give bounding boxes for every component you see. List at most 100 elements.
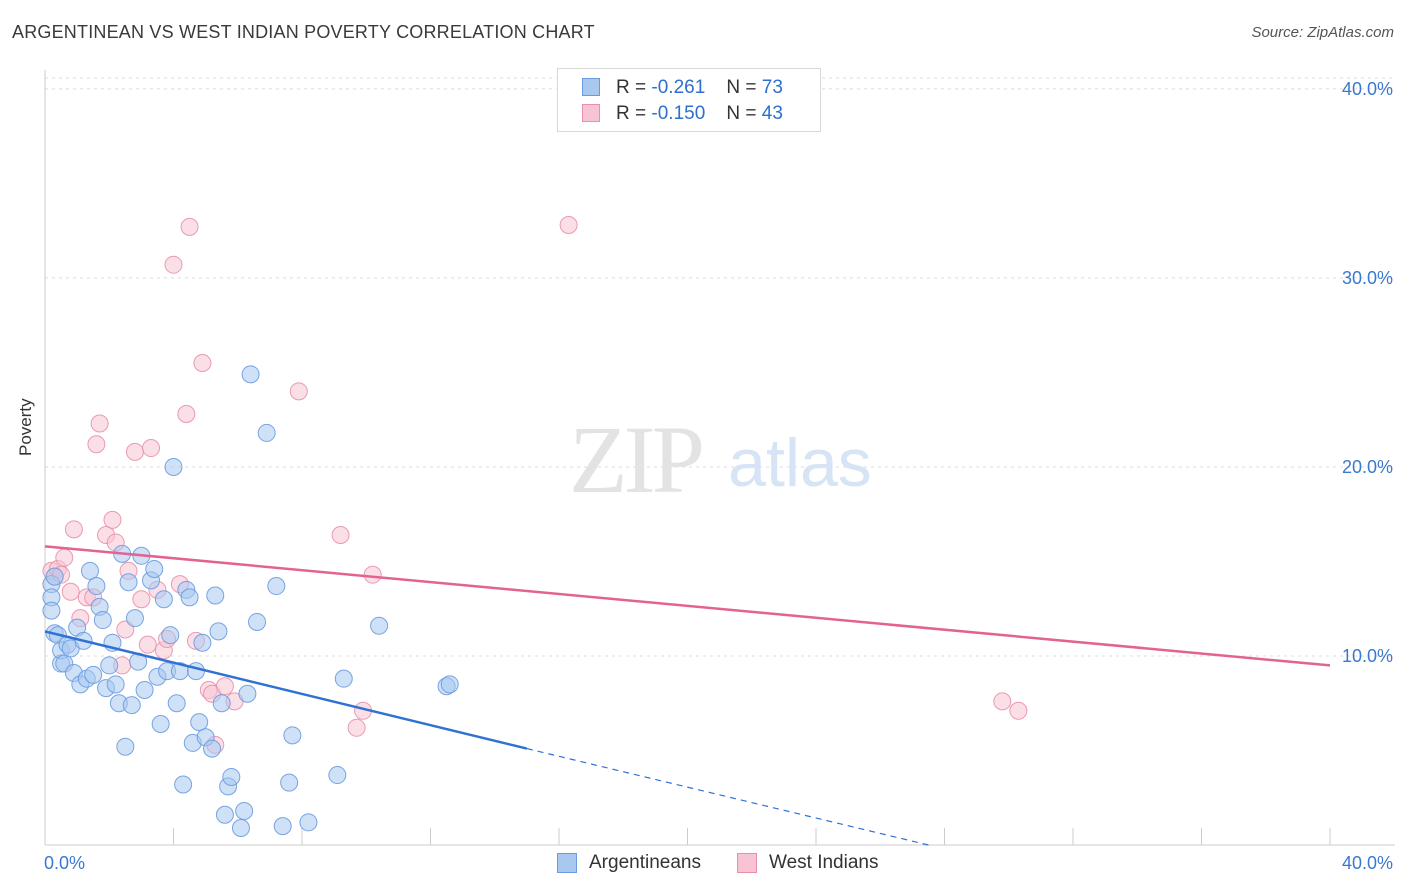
argentineans-point: [190, 713, 209, 732]
x-tick-label: 0.0%: [44, 853, 85, 873]
argentineans-point: [203, 739, 222, 758]
west-indians-point: [363, 565, 382, 584]
argentineans-point: [122, 696, 141, 715]
west-indians-point: [180, 217, 199, 236]
argentineans-point: [440, 675, 459, 694]
legend-r-value: -0.150: [651, 103, 706, 124]
west-indians-point: [87, 435, 106, 454]
y-axis-label: Poverty: [16, 398, 35, 456]
west-indians-point: [132, 590, 151, 609]
y-tick-label: 40.0%: [1342, 79, 1393, 99]
west-indians-point: [193, 353, 212, 372]
argentineans-point: [174, 775, 193, 794]
argentineans-point: [299, 813, 318, 832]
legend-swatch-west-indians: [582, 104, 600, 122]
west-indians-point: [559, 216, 578, 234]
correlation-legend: R = -0.261 N = 73 R = -0.150 N = 43: [557, 68, 821, 132]
argentineans-point: [238, 684, 257, 703]
west-indians-point: [289, 382, 308, 401]
argentineans-point: [164, 457, 183, 476]
argentineans-point: [235, 801, 254, 820]
argentineans-point: [106, 675, 125, 694]
argentineans-trend-extension: [526, 748, 929, 846]
argentineans-point: [180, 588, 199, 607]
legend-r-label: R =: [616, 77, 647, 98]
argentineans-point: [167, 694, 186, 713]
argentineans-point: [193, 633, 212, 652]
argentineans-point: [42, 601, 61, 620]
legend-r-label: R =: [616, 103, 647, 124]
argentineans-point: [154, 590, 173, 609]
argentineans-point: [209, 622, 228, 641]
watermark-zip: ZIP: [569, 406, 702, 513]
trend-lines: [44, 545, 1331, 846]
argentineans-point: [45, 567, 64, 586]
argentineans-point: [273, 817, 292, 836]
y-tick-label: 10.0%: [1342, 646, 1393, 666]
west-indians-point: [64, 520, 83, 539]
y-tick-label: 30.0%: [1342, 268, 1393, 288]
argentineans-point: [231, 818, 250, 837]
argentineans-point: [212, 694, 231, 713]
west-indians-point: [993, 692, 1012, 711]
argentineans-point: [334, 669, 353, 688]
argentineans-point: [93, 611, 112, 630]
argentineans-point: [215, 805, 234, 824]
argentineans-point: [125, 609, 144, 628]
legend-n-value: 43: [761, 103, 783, 124]
legend-n-label: N =: [726, 103, 757, 124]
argentineans-point: [84, 665, 103, 684]
west-indians-point: [142, 439, 161, 458]
argentineans-point: [370, 616, 389, 635]
argentineans-point: [186, 662, 205, 681]
argentineans-point: [280, 773, 299, 792]
argentineans-point: [206, 586, 225, 605]
argentineans-point: [135, 681, 154, 699]
west-indians-point: [331, 526, 350, 544]
argentineans-point: [151, 715, 170, 734]
west-indians-point: [177, 405, 196, 424]
source-credit: Source: ZipAtlas.com: [1251, 24, 1394, 41]
bottom-legend-swatch-argentineans: [557, 853, 577, 873]
west-indians-point: [90, 414, 109, 433]
watermark: ZIP atlas: [569, 406, 872, 513]
legend-swatch-argentineans: [582, 78, 600, 96]
bottom-legend-label-west-indians: West Indians: [769, 852, 879, 873]
argentineans-point: [257, 423, 276, 442]
legend-n-label: N =: [726, 77, 757, 98]
west-indians-point: [1009, 701, 1028, 720]
bottom-legend-label-argentineans: Argentineans: [589, 852, 701, 873]
argentineans-points: [42, 365, 459, 837]
argentineans-trend-line: [44, 630, 528, 750]
tick-labels: 10.0% 20.0% 30.0% 40.0% 0.0% 40.0%: [44, 79, 1393, 873]
chart-title: ARGENTINEAN VS WEST INDIAN POVERTY CORRE…: [12, 22, 595, 42]
west-indians-point: [125, 442, 144, 461]
axes: [44, 70, 1395, 846]
watermark-atlas: atlas: [728, 425, 872, 501]
argentineans-point: [116, 737, 135, 756]
west-indians-point: [164, 255, 183, 274]
argentineans-point: [267, 577, 286, 596]
west-indians-point: [347, 718, 366, 737]
west-indians-point: [61, 582, 80, 601]
argentineans-point: [161, 626, 180, 645]
legend-r-value: -0.261: [651, 77, 706, 98]
argentineans-point: [328, 766, 347, 785]
x-tick-label: 40.0%: [1342, 853, 1393, 873]
argentineans-point: [80, 561, 99, 580]
west-indians-point: [55, 548, 74, 567]
y-tick-label: 20.0%: [1342, 457, 1393, 477]
argentineans-point: [248, 612, 267, 631]
bottom-legend-swatch-west-indians: [737, 853, 757, 873]
west-indians-point: [103, 510, 122, 529]
argentineans-point: [100, 656, 119, 675]
west-indians-trend-line: [44, 545, 1331, 667]
argentineans-point: [241, 365, 260, 384]
legend-n-value: 73: [761, 77, 783, 98]
argentineans-point: [222, 767, 241, 786]
argentineans-point: [145, 560, 164, 579]
west-indians-point: [138, 635, 157, 654]
west-indians-point: [215, 677, 234, 696]
argentineans-point: [283, 726, 302, 745]
